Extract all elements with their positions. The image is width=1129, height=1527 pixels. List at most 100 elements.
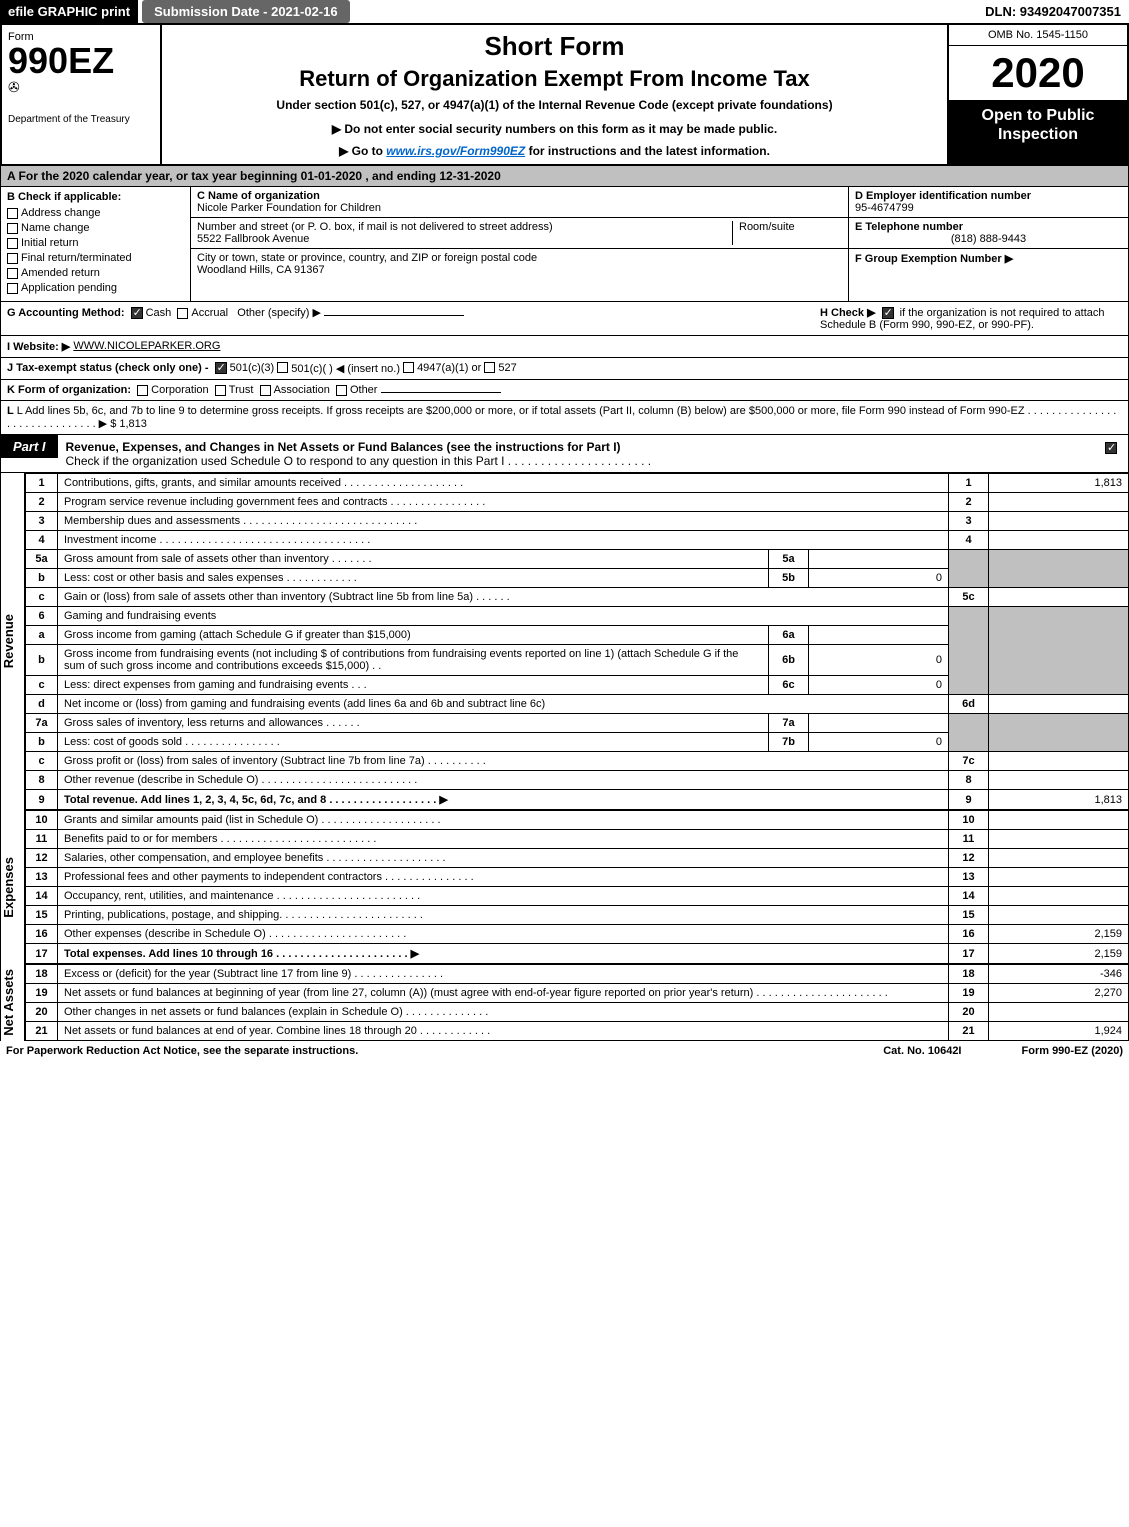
line-2: 2Program service revenue including gover… [26, 493, 1129, 512]
line-9: 9Total revenue. Add lines 1, 2, 3, 4, 5c… [26, 790, 1129, 810]
street-row: Number and street (or P. O. box, if mail… [191, 218, 848, 249]
city-label: City or town, state or province, country… [197, 252, 537, 264]
line-3: 3Membership dues and assessments . . . .… [26, 512, 1129, 531]
l-text: L Add lines 5b, 6c, and 7b to line 9 to … [7, 405, 1116, 430]
d-cell: D Employer identification number 95-4674… [849, 187, 1128, 218]
checkbox-checked-icon[interactable] [215, 362, 227, 374]
opt-address-change: Address change [7, 207, 184, 219]
checkbox-icon[interactable] [177, 308, 188, 319]
checkbox-icon[interactable] [336, 385, 347, 396]
expenses-side-label: Expenses [1, 857, 24, 918]
seal-icon: ✇ [8, 79, 154, 96]
part1-check-text: Check if the organization used Schedule … [66, 454, 652, 468]
line-13: 13Professional fees and other payments t… [26, 868, 1129, 887]
line-17: 17Total expenses. Add lines 10 through 1… [26, 944, 1129, 964]
section-b-center: C Name of organization Nicole Parker Fou… [191, 187, 848, 301]
checkbox-icon[interactable] [7, 223, 18, 234]
e-phone: (818) 888-9443 [855, 233, 1122, 245]
checkbox-icon[interactable] [277, 362, 288, 373]
f-label: F Group Exemption Number ▶ [855, 253, 1013, 265]
k-trust: Trust [229, 384, 254, 396]
j-4947: 4947(a)(1) or [417, 362, 481, 375]
line-12: 12Salaries, other compensation, and empl… [26, 849, 1129, 868]
line-4: 4Investment income . . . . . . . . . . .… [26, 531, 1129, 550]
checkbox-icon[interactable] [7, 253, 18, 264]
header-right: OMB No. 1545-1150 2020 Open to Public In… [947, 25, 1127, 164]
e-cell: E Telephone number (818) 888-9443 [849, 218, 1128, 249]
i-row: I Website: ▶ WWW.NICOLEPARKER.ORG [1, 336, 1128, 358]
footer-left: For Paperwork Reduction Act Notice, see … [6, 1045, 823, 1057]
checkbox-icon[interactable] [403, 362, 414, 373]
g-h-row: G Accounting Method: Cash Accrual Other … [1, 302, 1128, 336]
checkbox-checked-icon[interactable] [1105, 442, 1117, 454]
top-bar: efile GRAPHIC print Submission Date - 20… [0, 0, 1129, 25]
revenue-table: 1Contributions, gifts, grants, and simil… [25, 473, 1129, 810]
k-other-input[interactable] [381, 392, 501, 393]
checkbox-icon[interactable] [7, 268, 18, 279]
checkbox-icon[interactable] [7, 283, 18, 294]
j-501c3: 501(c)(3) [230, 362, 275, 375]
g-other-input[interactable] [324, 315, 464, 316]
line-10: 10Grants and similar amounts paid (list … [26, 811, 1129, 830]
checkbox-icon[interactable] [260, 385, 271, 396]
opt-amended-return: Amended return [7, 267, 184, 279]
line-11: 11Benefits paid to or for members . . . … [26, 830, 1129, 849]
d-ein: 95-4674799 [855, 202, 1122, 214]
expenses-table: 10Grants and similar amounts paid (list … [25, 810, 1129, 964]
line-5c: cGain or (loss) from sale of assets othe… [26, 588, 1129, 607]
checkbox-icon[interactable] [137, 385, 148, 396]
return-title: Return of Organization Exempt From Incom… [172, 66, 937, 92]
line-20: 20Other changes in net assets or fund ba… [26, 1003, 1129, 1022]
note2-post: for instructions and the latest informat… [525, 144, 770, 158]
line-19: 19Net assets or fund balances at beginni… [26, 984, 1129, 1003]
revenue-side-label: Revenue [1, 614, 24, 668]
checkbox-icon[interactable] [484, 362, 495, 373]
section-b-left: B Check if applicable: Address change Na… [1, 187, 191, 301]
dln: DLN: 93492047007351 [977, 0, 1129, 23]
section-b-right: D Employer identification number 95-4674… [848, 187, 1128, 301]
checkbox-icon[interactable] [7, 238, 18, 249]
opt-application-pending: Application pending [7, 282, 184, 294]
form-header: Form 990EZ ✇ Department of the Treasury … [0, 25, 1129, 166]
h-label: H Check ▶ [820, 307, 876, 319]
l-row: L L Add lines 5b, 6c, and 7b to line 9 t… [0, 401, 1129, 435]
k-other: Other [350, 384, 378, 396]
checkbox-icon[interactable] [215, 385, 226, 396]
line-16: 16Other expenses (describe in Schedule O… [26, 925, 1129, 944]
checkbox-icon[interactable] [7, 208, 18, 219]
line-5a: 5aGross amount from sale of assets other… [26, 550, 1129, 569]
section-b: B Check if applicable: Address change Na… [0, 187, 1129, 302]
g-accrual: Accrual [191, 307, 228, 319]
dept: Department of the Treasury [8, 114, 154, 125]
street: 5522 Fallbrook Avenue [197, 233, 732, 245]
note-ssn: ▶ Do not enter social security numbers o… [172, 122, 937, 136]
street-label: Number and street (or P. O. box, if mail… [197, 221, 732, 233]
k-row: K Form of organization: Corporation Trus… [0, 380, 1129, 401]
header-center: Short Form Return of Organization Exempt… [162, 25, 947, 164]
info-rows: G Accounting Method: Cash Accrual Other … [0, 302, 1129, 380]
org-name-row: C Name of organization Nicole Parker Fou… [191, 187, 848, 218]
omb: OMB No. 1545-1150 [949, 25, 1127, 46]
part1-checkbox [1094, 436, 1128, 458]
g-cash: Cash [146, 307, 172, 319]
j-527: 527 [498, 362, 516, 375]
f-cell: F Group Exemption Number ▶ [849, 249, 1128, 301]
open-to-public: Open to Public Inspection [949, 100, 1127, 164]
subtitle: Under section 501(c), 527, or 4947(a)(1)… [172, 98, 937, 112]
checkbox-checked-icon[interactable] [131, 307, 143, 319]
revenue-section: Revenue 1Contributions, gifts, grants, a… [0, 473, 1129, 810]
opt-initial-return: Initial return [7, 237, 184, 249]
opt-final-return: Final return/terminated [7, 252, 184, 264]
checkbox-checked-icon[interactable] [882, 307, 894, 319]
g-label: G Accounting Method: [7, 307, 125, 319]
note-goto: ▶ Go to www.irs.gov/Form990EZ for instru… [172, 144, 937, 158]
k-corp: Corporation [151, 384, 208, 396]
c-label: C Name of organization [197, 190, 320, 202]
j-501c: 501(c)( ) ◀ (insert no.) [291, 362, 400, 375]
website-link[interactable]: WWW.NICOLEPARKER.ORG [73, 340, 220, 353]
irs-link[interactable]: www.irs.gov/Form990EZ [386, 144, 525, 158]
short-form-title: Short Form [172, 31, 937, 62]
g-other: Other (specify) ▶ [237, 307, 321, 319]
d-label: D Employer identification number [855, 190, 1122, 202]
form-number: 990EZ [8, 43, 154, 79]
